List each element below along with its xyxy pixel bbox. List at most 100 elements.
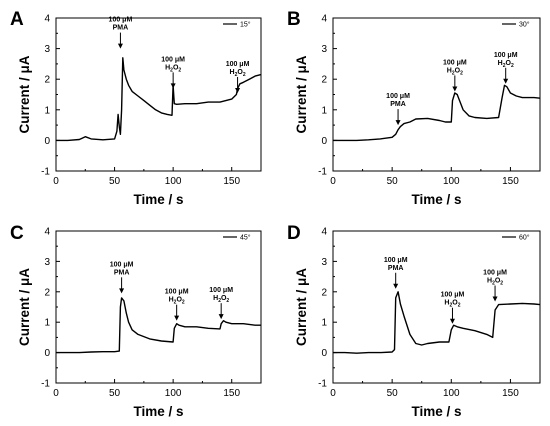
annotation-label-line1: 100 μM [226,61,250,68]
series-line [56,297,261,354]
series-line [333,84,541,142]
annotation-label-line1: 100 μM [386,93,410,100]
annotation-label-line1: 100 μM [384,257,408,264]
annotation-arrowhead [503,78,509,84]
y-tick-label: 0 [44,348,50,359]
y-tick-label: 4 [44,14,50,25]
y-tick-label: 0 [321,136,327,147]
x-axis-title: Time / s [411,404,461,419]
x-tick-label: 150 [502,176,519,187]
x-axis-title: Time / s [133,404,183,419]
annotation-label-line1: 100 μM [209,287,233,294]
y-tick-label: 4 [321,14,327,25]
x-tick-label: 0 [53,388,59,399]
annotation-arrowhead [393,283,399,289]
annotation-label-line1: 100 μM [443,59,467,66]
y-tick-label: 0 [321,348,327,359]
panel-letter: D [287,223,301,244]
x-tick-label: 150 [502,388,519,399]
x-tick-label: 100 [165,176,182,187]
legend-label: 45° [240,234,251,242]
x-tick-label: 100 [443,388,460,399]
panel-letter: A [10,9,24,30]
x-tick-label: 100 [165,388,182,399]
legend-label: 30° [519,21,530,29]
y-tick-label: -1 [318,379,327,390]
series-line [56,57,262,142]
annotation-arrowhead [452,86,458,92]
annotation-label-line2: H2O2 [487,278,503,287]
y-tick-label: -1 [318,167,327,178]
y-tick-label: 2 [44,287,50,298]
x-axis-title: Time / s [411,192,461,207]
annotation-arrowhead [449,318,455,324]
y-tick-label: 2 [44,75,50,86]
annotation-arrowhead [174,315,180,321]
plot-frame [332,17,541,172]
y-tick-label: 3 [321,257,327,268]
annotation-label-line1: 100 μM [161,56,185,63]
annotation-arrowhead [492,296,498,302]
x-tick-label: 0 [330,388,336,399]
annotation-label-line2: H2O2 [447,67,463,76]
x-tick-label: 0 [330,176,336,187]
y-tick-label: 2 [321,287,327,298]
legend-label: 15° [240,21,251,29]
annotation-arrowhead [218,314,224,320]
y-tick-label: 3 [44,257,50,268]
y-axis-title: Current / μA [294,55,309,133]
x-tick-label: 150 [223,176,240,187]
annotation-label-line2: PMA [390,101,406,108]
annotation-label-line1: 100 μM [483,270,507,277]
series-line [333,291,541,354]
y-axis-title: Current / μA [17,268,32,346]
y-tick-label: 0 [44,136,50,147]
annotation-label-line1: 100 μM [109,17,133,24]
y-tick-label: 1 [321,318,327,329]
annotation-label-line1: 100 μM [494,52,518,59]
x-tick-label: 50 [387,176,399,187]
y-tick-label: 3 [321,44,327,55]
annotation-label-line2: H2O2 [169,297,185,306]
annotation-label-line2: H2O2 [165,64,181,73]
x-tick-label: 50 [387,388,399,399]
annotation-arrowhead [119,288,125,294]
plot-frame [332,230,541,384]
y-tick-label: 1 [44,105,50,116]
y-axis-title: Current / μA [294,268,309,346]
annotation-arrowhead [170,83,176,89]
annotation-label-line2: H2O2 [230,69,246,78]
annotation-arrowhead [235,87,241,93]
x-axis-title: Time / s [133,192,183,207]
annotation-arrowhead [117,43,123,49]
y-tick-label: -1 [41,379,50,390]
x-tick-label: 50 [109,388,121,399]
y-tick-label: -1 [41,167,50,178]
annotation-label-line1: 100 μM [441,292,465,299]
panel-letter: B [287,9,301,30]
annotation-label-line2: H2O2 [498,60,514,69]
annotation-label-line2: H2O2 [213,295,229,304]
x-tick-label: 100 [443,176,460,187]
annotation-arrowhead [395,120,401,126]
annotation-label-line1: 100 μM [110,261,134,268]
annotation-label-line2: PMA [114,269,130,276]
annotation-label-line2: PMA [113,25,129,32]
annotation-label-line2: H2O2 [444,300,460,309]
panel-letter: C [10,223,24,244]
y-tick-label: 1 [44,318,50,329]
plot-frame [55,230,262,384]
y-tick-label: 1 [321,105,327,116]
plot-frame [55,17,262,172]
y-tick-label: 4 [321,227,327,238]
y-tick-label: 3 [44,44,50,55]
y-tick-label: 4 [44,227,50,238]
x-tick-label: 50 [109,176,121,187]
annotation-label-line2: PMA [388,265,404,272]
annotation-label-line1: 100 μM [165,289,189,296]
